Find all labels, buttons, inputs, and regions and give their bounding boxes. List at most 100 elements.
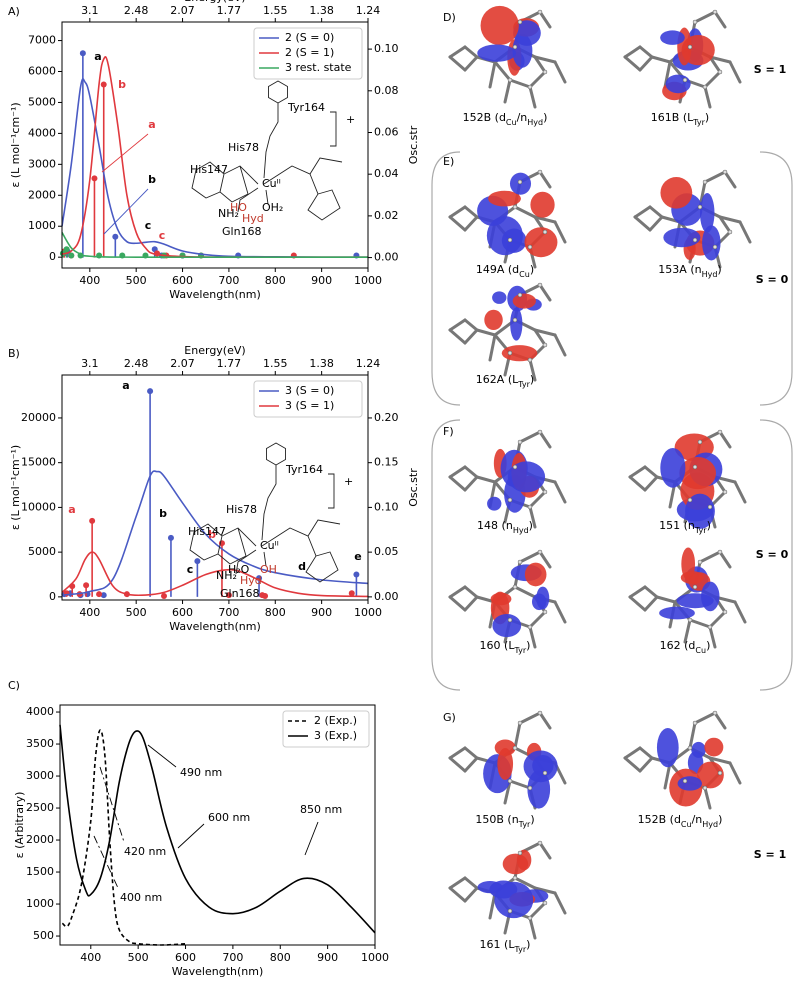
y2-axis-label: Osc.str (407, 125, 420, 164)
orbital-label-part: 162 (d (660, 639, 696, 652)
orbital-bond (463, 465, 479, 479)
plot-frame (59, 704, 376, 946)
orbital-bond (448, 328, 467, 345)
annotation: a (148, 118, 155, 131)
x2-tick-label: 1.77 (217, 4, 242, 17)
inset-bond (328, 473, 335, 509)
orbital-bond (655, 595, 677, 604)
orbital-bond (703, 70, 722, 89)
panel-label: C) (8, 679, 20, 692)
x2-tick-label: 1.38 (309, 4, 334, 17)
orbital-bond (538, 283, 552, 302)
orbital-atom (537, 840, 543, 846)
orbital-bond (463, 45, 479, 59)
orbital-atom (542, 69, 548, 75)
orbital-atom (542, 489, 548, 495)
annotation: 400 nm (120, 891, 162, 904)
orbital-lobe (510, 307, 523, 341)
orbital-lobe (699, 193, 715, 233)
orbital-bond (528, 610, 547, 629)
orbital-label-part: Tyr (513, 646, 526, 655)
orbital-label-part: ) (718, 813, 722, 826)
orbital-bond (623, 746, 642, 760)
inset-label: Tyr164 (285, 463, 323, 476)
orbital-bond (538, 10, 552, 29)
orbital-label: 151 (nTyr) (659, 519, 711, 535)
annotation: e (354, 550, 361, 563)
orbital-bond (448, 595, 467, 612)
x-tick-label: 900 (317, 951, 338, 964)
orbital-bond (638, 756, 654, 773)
orbital-label-part: Hyd (702, 270, 718, 279)
bracket (431, 151, 793, 406)
orbital-lobe (660, 447, 686, 488)
line-series (59, 724, 376, 934)
y2-tick-label: 0.06 (374, 125, 399, 138)
orbital-lobe (702, 225, 721, 261)
annotation: b (208, 528, 216, 541)
orbital-label-part: ) (543, 111, 547, 124)
orbital-label-part: Cu (519, 270, 530, 279)
orbital-label: 162 (dCu) (660, 639, 711, 655)
orbital-lobe (492, 291, 507, 304)
annotation-leader (147, 744, 177, 768)
orbital-image (633, 169, 752, 269)
y2-tick-label: 0.00 (374, 251, 399, 264)
orbital-label: 152B (dCu/nHyd) (638, 813, 723, 829)
legend-label: 2 (S = 0) (285, 31, 334, 44)
stick-marker (68, 252, 75, 259)
y-tick-label: 15000 (21, 456, 56, 469)
line-series (61, 232, 369, 259)
x-tick-label: 400 (80, 951, 101, 964)
orbital-bond (448, 215, 467, 232)
orbital-bond (463, 328, 479, 345)
orbital-bond (708, 610, 727, 629)
orbital-label-part: ) (717, 263, 721, 276)
x-axis-label: Wavelength(nm) (169, 620, 261, 633)
x-axis-label: Wavelength(nm) (172, 965, 264, 978)
y-tick-label: 7000 (28, 34, 56, 47)
orbital-atom (722, 489, 728, 495)
orbital-atom (717, 549, 723, 555)
orbital-bond (528, 490, 547, 509)
orbital-atom (512, 204, 518, 210)
orbital-atom (692, 584, 698, 590)
inset-bond (263, 551, 267, 567)
orbital-atom (507, 497, 513, 503)
stick-marker (167, 534, 174, 541)
orbital-bond (488, 60, 497, 89)
orbital-lobe (677, 776, 702, 791)
orbital-label-part: Tyr (694, 526, 707, 535)
orbital-bond (528, 625, 537, 649)
inset-label: His147 (188, 525, 226, 538)
orbital-lobe (665, 74, 691, 94)
orbital-label-part: ) (530, 813, 534, 826)
orbital-label-part: 160 (L (480, 639, 516, 652)
orbital-atom (692, 720, 698, 726)
spin-label: S = 1 (754, 848, 786, 861)
orbital-bond (683, 618, 692, 644)
orbital-label-part: /n (517, 111, 528, 124)
annotation: 420 nm (124, 845, 166, 858)
orbital-atom (722, 609, 728, 615)
orbital-bond (508, 78, 532, 89)
annotation-leader (99, 766, 125, 843)
y-tick-label: 6000 (28, 65, 56, 78)
annotation: 600 nm (208, 811, 250, 824)
orbital-lobe (488, 190, 521, 207)
legend-label: 3 rest. state (285, 61, 352, 74)
orbital-bond (648, 215, 664, 232)
orbital-bond (463, 205, 479, 219)
y-tick-label: 3500 (26, 737, 54, 750)
x2-tick-label: 1.24 (356, 4, 381, 17)
orbital-bond (628, 465, 647, 479)
orbital-bond (708, 756, 732, 765)
orbital-lobe (524, 562, 547, 587)
orbital-bond (533, 215, 557, 224)
orbital-bond (538, 430, 552, 449)
orbital-bond (488, 333, 497, 362)
orbital-image (623, 9, 742, 109)
stick-marker (83, 582, 90, 589)
orbital-atom (512, 584, 518, 590)
inset-bond (307, 173, 341, 221)
